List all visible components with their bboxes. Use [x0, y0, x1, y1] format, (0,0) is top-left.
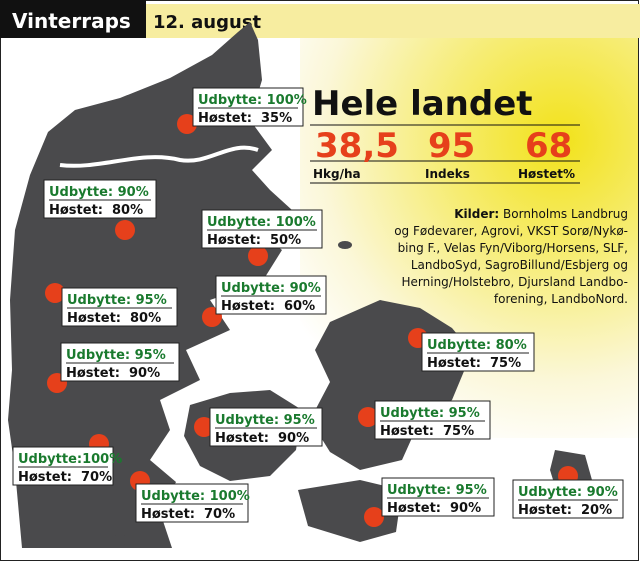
region-yield: Udbytte: 95% [66, 348, 166, 363]
region-harvest: 90% [450, 501, 481, 516]
region-dot [194, 417, 214, 437]
region-box [201, 209, 323, 249]
region-yield: Udbytte: 100% [207, 215, 316, 230]
region-yield: Udbytte: 100% [141, 489, 250, 504]
region-harvest-label: Høstet: [141, 507, 195, 522]
region-yield: Udbytte: 95% [387, 483, 487, 498]
region-box [421, 332, 535, 372]
sources-label: Kilder: [454, 207, 499, 221]
sources-line: LandboSyd, SagroBillund/Esbjerg og [411, 258, 628, 272]
region-box [61, 287, 178, 327]
region: Udbytte: 80% Høstet: 75% [408, 328, 535, 372]
limfjord [59, 145, 259, 168]
region-dot [45, 283, 65, 303]
region: Udbytte: 95% Høstet: 90% [194, 407, 323, 447]
region-box [43, 179, 157, 219]
region: Udbytte: 95% Høstet: 90% [47, 342, 180, 393]
region: Udbytte: 100% Høstet: 70% [130, 471, 250, 523]
region-dot [358, 407, 378, 427]
region-box [215, 275, 327, 315]
header-band [146, 4, 640, 38]
region-harvest: 60% [284, 299, 315, 314]
stat-label: Høstet% [518, 167, 575, 181]
region-harvest-label: Høstet: [67, 311, 121, 326]
region-harvest: 80% [130, 311, 161, 326]
region-harvest: 50% [270, 233, 301, 248]
region: Udbytte: 90% Høstet: 80% [43, 179, 157, 240]
stat-label: Indeks [425, 167, 470, 181]
region-harvest-label: Høstet: [198, 111, 252, 126]
region-yield: Udbytte: 90% [518, 485, 618, 500]
region-box [135, 483, 249, 523]
stat-label: Hkg/ha [313, 167, 361, 181]
region: Udbytte:100% Høstet: 70% [12, 434, 122, 486]
anholt [338, 241, 352, 249]
region-box [192, 87, 304, 127]
region-harvest-label: Høstet: [66, 366, 120, 381]
region-yield: Udbytte: 90% [221, 281, 321, 296]
summary-title: Hele landet [312, 84, 533, 124]
region-box [12, 446, 114, 486]
region-harvest: 70% [81, 470, 112, 485]
region-harvest: 90% [278, 431, 309, 446]
region-yield: Udbytte: 95% [380, 406, 480, 421]
region-harvest: 20% [581, 503, 612, 518]
region-yield: Udbytte: 95% [67, 293, 167, 308]
region-box [381, 477, 495, 517]
sources-line: forening, LandboNord. [494, 292, 628, 306]
region-harvest-label: Høstet: [427, 356, 481, 371]
region: Udbytte: 95% Høstet: 90% [364, 477, 495, 527]
region-harvest-label: Høstet: [49, 203, 103, 218]
stat-value: 95 [428, 126, 475, 166]
region-yield: Udbytte: 100% [198, 93, 307, 108]
region-dot [177, 114, 197, 134]
region-dot [115, 220, 135, 240]
region-harvest: 35% [261, 111, 292, 126]
sources-text: Bornholms Landbrug [503, 207, 628, 221]
region-harvest-label: Høstet: [207, 233, 261, 248]
region-dot [248, 246, 268, 266]
region-box [374, 400, 491, 440]
region: Udbytte: 100% Høstet: 50% [201, 209, 323, 266]
region-yield: Udbytte: 80% [427, 338, 527, 353]
region-harvest-label: Høstet: [221, 299, 275, 314]
header-box [0, 0, 146, 38]
region-box [60, 342, 180, 382]
sources-line: Herning/Holstebro, Djursland Landbo- [402, 275, 629, 289]
region-dot [364, 507, 384, 527]
stat-value: 38,5 [315, 126, 399, 166]
region-harvest: 70% [204, 507, 235, 522]
region-box [512, 479, 624, 519]
region: Udbytte: 90% Høstet: 20% [512, 466, 624, 519]
region-harvest: 75% [490, 356, 521, 371]
sources-line: Kilder: Bornholms Landbrug [454, 207, 628, 221]
region-yield: Udbytte: 95% [215, 413, 315, 428]
header-title: Vinterraps [12, 9, 131, 33]
region-harvest: 75% [443, 424, 474, 439]
stat-value: 68 [525, 126, 572, 166]
region-harvest-label: Høstet: [380, 424, 434, 439]
sources-line: og Fødevarer, Agrovi, VKST Sorø/Nykø- [394, 224, 628, 238]
island [110, 535, 130, 545]
region-box [209, 407, 323, 447]
region-yield: Udbytte: 90% [49, 185, 149, 200]
region-yield: Udbytte:100% [18, 452, 122, 467]
region: Udbytte: 100% Høstet: 35% [177, 87, 307, 134]
region: Udbytte: 95% Høstet: 75% [358, 400, 491, 440]
region-harvest-label: Høstet: [387, 501, 441, 516]
region: Udbytte: 90% Høstet: 60% [202, 275, 327, 327]
region-harvest-label: Høstet: [215, 431, 269, 446]
header-date: 12. august [153, 12, 262, 33]
region-harvest-label: Høstet: [18, 470, 72, 485]
region-harvest-label: Høstet: [518, 503, 572, 518]
sources-line: bing F., Velas Fyn/Viborg/Horsens, SLF, [398, 241, 628, 255]
region: Udbytte: 95% Høstet: 80% [45, 283, 178, 327]
region-harvest: 90% [129, 366, 160, 381]
region-harvest: 80% [112, 203, 143, 218]
